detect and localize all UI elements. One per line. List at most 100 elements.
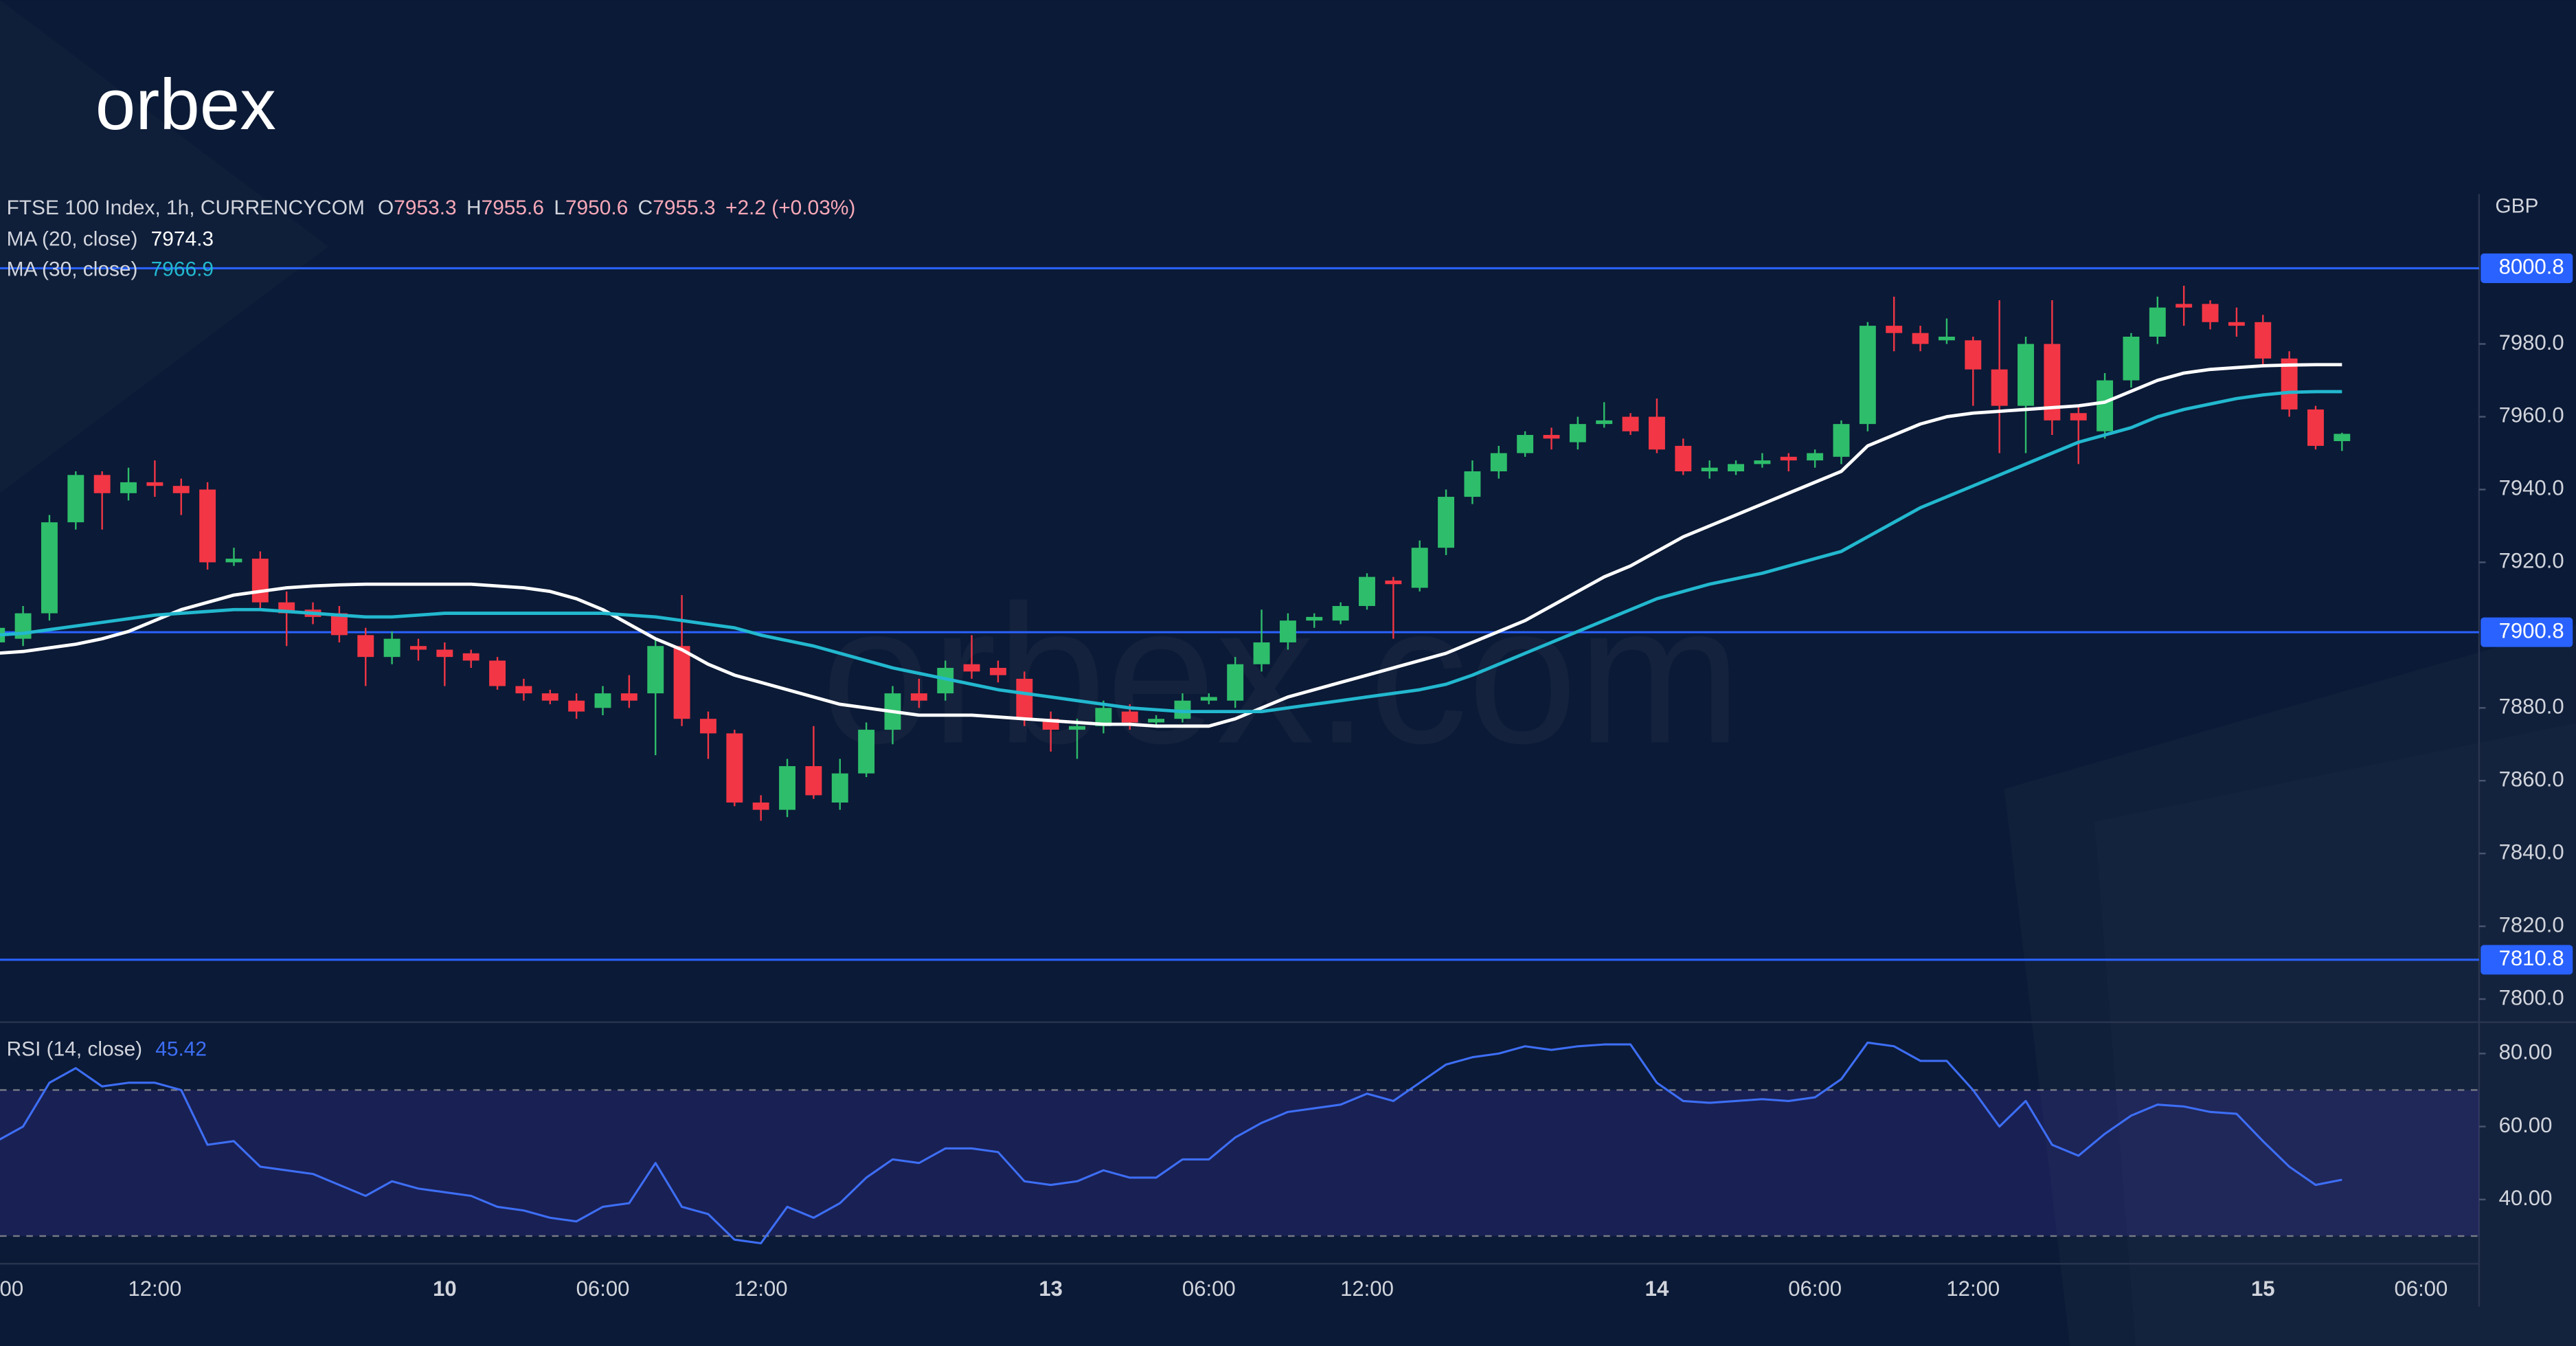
candle-body [383, 638, 400, 658]
candle-body [1965, 340, 1982, 370]
legend-name: RSI (14, close) [7, 1037, 143, 1060]
rsi-band [0, 1090, 2479, 1236]
level-label-box [2481, 253, 2573, 283]
x-tick-label: 06:00 [576, 1277, 630, 1301]
candle-body [1675, 445, 1692, 471]
candle-body [541, 693, 558, 701]
rsi-tick-label: 40.00 [2499, 1186, 2553, 1210]
x-tick-label: 15 [2251, 1277, 2275, 1301]
candle-body [2018, 344, 2034, 406]
candle-body [1279, 620, 1296, 642]
candle-body [2097, 380, 2114, 431]
legend-title: FTSE 100 Index, 1h, CURRENCYCOM [7, 197, 365, 219]
candle-body [963, 664, 980, 672]
candle-body [41, 522, 58, 614]
candle-body [647, 646, 664, 694]
candle-body [858, 730, 875, 774]
x-tick-label: 12:00 [1946, 1277, 2000, 1301]
x-tick-label: 06:00 [0, 1277, 23, 1301]
ohlc-prefix: O [378, 197, 394, 219]
ohlc-value: 7950.6 [565, 197, 628, 219]
level-label-box [2481, 617, 2573, 647]
candle-body [251, 559, 269, 603]
candle-body [1886, 326, 1903, 333]
candle-body [1569, 424, 1586, 442]
moving-average-line [0, 363, 2342, 728]
candle-body [779, 766, 796, 810]
x-tick-label: 14 [1645, 1277, 1669, 1301]
x-tick-label: 12:00 [128, 1277, 181, 1301]
candle-body [93, 475, 111, 493]
candle-body [1200, 697, 1217, 701]
y-tick-label: 7920.0 [2499, 549, 2564, 573]
x-tick-label: 12:00 [1340, 1277, 1394, 1301]
level-label: 7810.8 [2499, 946, 2564, 970]
rsi-line [0, 1041, 2342, 1245]
candle-body [172, 486, 190, 493]
x-tick-label: 06:00 [1788, 1277, 1842, 1301]
candle-body [2070, 413, 2087, 420]
candle-body [1754, 460, 1771, 464]
x-tick-label: 12:00 [734, 1277, 788, 1301]
candle-body [1991, 369, 2008, 406]
candle-body [410, 646, 427, 650]
y-tick-label: 7860.0 [2499, 767, 2564, 791]
candle-body [2307, 409, 2324, 446]
level-label: 7900.8 [2499, 618, 2564, 642]
y-tick-label: 7960.0 [2499, 403, 2564, 427]
candle-body [146, 482, 163, 486]
legend-value: 7966.9 [151, 258, 214, 280]
candle-body [2123, 336, 2140, 381]
candle-body [2255, 322, 2272, 359]
candle-body [1728, 464, 1744, 471]
candle-body [357, 635, 374, 658]
candle-body [1596, 420, 1613, 425]
watermark: orbex.com [822, 563, 1742, 784]
candle-body [1649, 416, 1665, 450]
candle-body [831, 773, 848, 803]
candle-body [199, 489, 216, 563]
candle-body [1938, 336, 1955, 341]
candle-body [2149, 307, 2166, 337]
rsi-tick-label: 60.00 [2499, 1113, 2553, 1137]
candle-body [1464, 471, 1481, 497]
candle-body [752, 803, 769, 810]
candle-body [1701, 467, 1718, 471]
y-unit: GBP [2495, 194, 2538, 217]
candle-body [1306, 616, 1323, 621]
candle-body [1095, 708, 1112, 726]
candle-body [1517, 435, 1534, 453]
x-tick-label: 13 [1039, 1277, 1063, 1301]
candle-body [937, 668, 954, 694]
rsi-tick-label: 80.00 [2499, 1040, 2553, 1064]
candle-body [2176, 304, 2193, 308]
candle-body [489, 660, 506, 686]
candle-body [700, 719, 716, 734]
y-tick-label: 7820.0 [2499, 912, 2564, 936]
candle-body [805, 766, 822, 796]
candle-body [2228, 322, 2245, 326]
y-tick-label: 7840.0 [2499, 840, 2564, 864]
legend-name: MA (20, close) [7, 227, 138, 250]
candle-body [989, 668, 1006, 675]
candle-body [1622, 416, 1639, 431]
ohlc-value: 7955.6 [482, 197, 544, 219]
candle-body [1227, 664, 1244, 701]
candle-body [2334, 434, 2351, 442]
candle-body [1332, 605, 1349, 621]
y-tick-label: 7980.0 [2499, 330, 2564, 355]
legend-value: 45.42 [155, 1037, 207, 1060]
candle-body [1543, 435, 1560, 439]
y-tick-label: 7800.0 [2499, 985, 2564, 1009]
logo: orbex [95, 65, 276, 145]
candle-body [1780, 456, 1797, 461]
candle-body [1859, 326, 1876, 425]
x-tick-label: 10 [433, 1277, 457, 1301]
candle-body [1148, 719, 1165, 723]
axes: 7800.0 7820.0 7840.0 7860.0 7880.0 7920.0 7940… [0, 330, 2564, 1301]
x-tick-label: 06:00 [1182, 1277, 1236, 1301]
candle-body [1833, 424, 1850, 457]
legend-value: 7974.3 [151, 227, 214, 250]
legend-name: MA (30, close) [7, 258, 138, 280]
